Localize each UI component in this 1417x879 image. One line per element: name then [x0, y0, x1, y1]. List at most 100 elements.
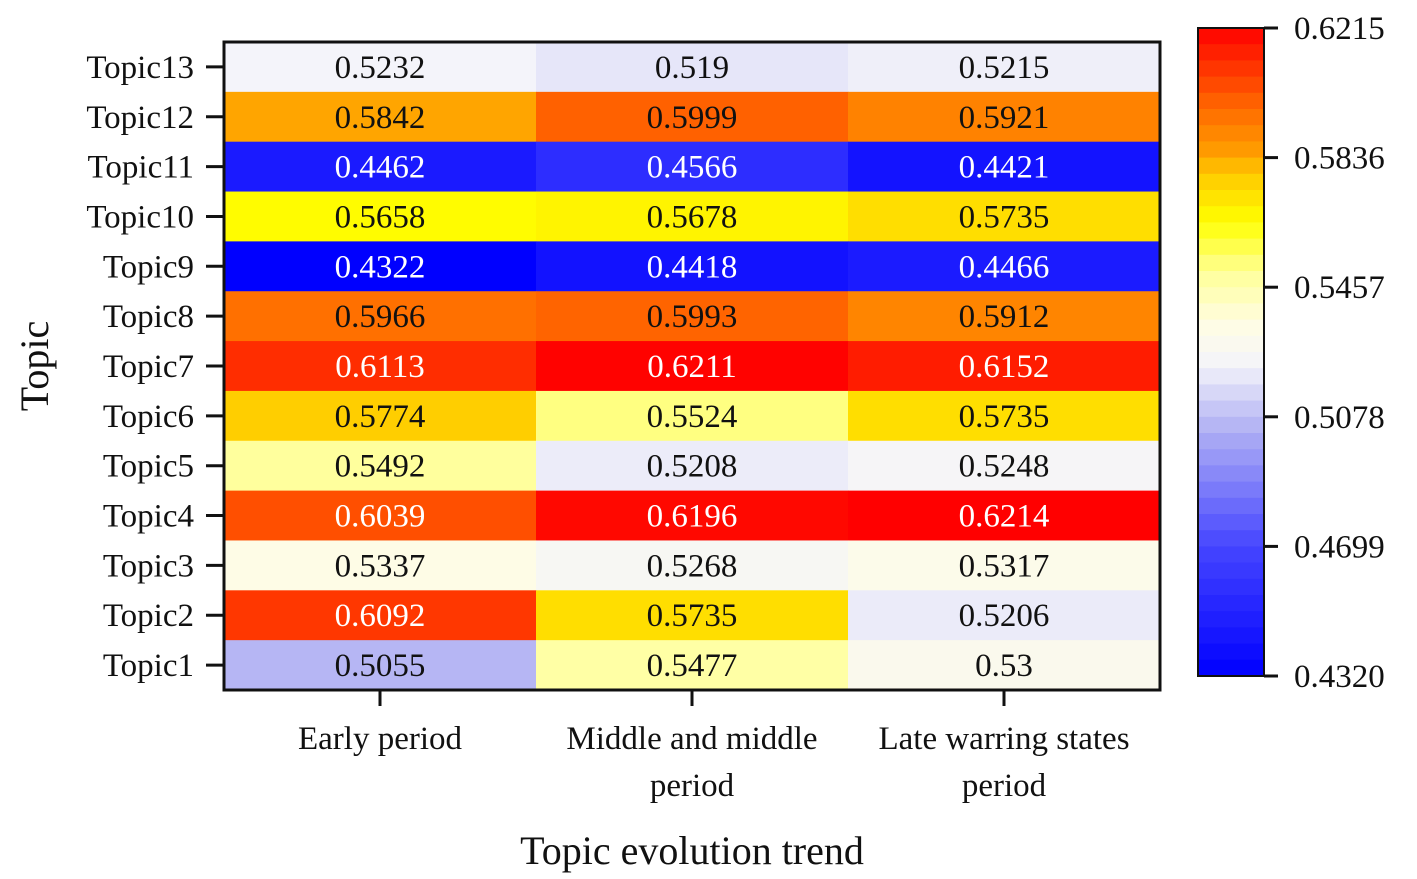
cell-value-label: 0.5317	[959, 548, 1050, 584]
cell-value-label: 0.6211	[647, 349, 737, 385]
colorbar-segment	[1198, 222, 1264, 240]
x-tick-label: Middle and middle	[566, 721, 817, 757]
cell-value-label: 0.5678	[647, 199, 738, 235]
y-tick-label: Topic5	[103, 449, 194, 485]
y-tick-label: Topic9	[103, 249, 194, 285]
cell-value-label: 0.53	[975, 648, 1033, 684]
colorbar-segment	[1198, 76, 1264, 94]
heatmap-cell	[536, 241, 849, 292]
cell-value-label: 0.5208	[647, 449, 738, 485]
colorbar-segment	[1198, 141, 1264, 159]
cell-value-label: 0.5524	[647, 399, 738, 435]
heatmap-cell	[536, 440, 849, 492]
heatmap-cell	[536, 42, 849, 93]
heatmap-cells: 0.5232 0.519 0.5215 0.5842 0.5999 0.5921 0.446…	[224, 42, 1161, 691]
y-tick-label: Topic11	[88, 150, 194, 186]
colorbar-segment	[1198, 109, 1264, 126]
colorbar: 0.6215 0.5836 0.5457 0.5078 0.4699 0.4320	[1197, 11, 1385, 695]
cell-value-label: 0.5658	[335, 199, 426, 235]
heatmap-cell	[848, 540, 1161, 591]
colorbar-segment	[1198, 206, 1264, 223]
heatmap-cell	[536, 540, 849, 591]
y-tick-label: Topic10	[86, 199, 194, 235]
heatmap-cell	[848, 42, 1161, 93]
heatmap-cell	[536, 490, 849, 541]
heatmap-cell	[224, 191, 537, 242]
colorbar-segment	[1198, 546, 1264, 564]
cell-value-label: 0.5492	[335, 449, 426, 485]
cell-value-label: 0.5337	[335, 548, 426, 584]
cell-value-label: 0.6196	[647, 499, 738, 535]
cell-value-label: 0.5735	[647, 598, 738, 634]
heatmap-cell	[848, 91, 1161, 143]
heatmap-cell	[536, 640, 849, 691]
cell-value-label: 0.5921	[959, 100, 1050, 136]
cell-value-label: 0.4418	[647, 249, 738, 285]
colorbar-tick-label: 0.6215	[1294, 11, 1385, 47]
heatmap-cell	[848, 440, 1161, 492]
heatmap-cell	[848, 241, 1161, 292]
cell-value-label: 0.5999	[647, 100, 738, 136]
colorbar-segment	[1198, 368, 1264, 385]
heatmap-cell	[536, 590, 849, 641]
x-tick-label: period	[650, 768, 735, 804]
x-axis: Early period Middle and middle period Late …	[298, 690, 1130, 804]
colorbar-tick-label: 0.4320	[1294, 659, 1385, 695]
cell-value-label: 0.5735	[959, 399, 1050, 435]
heatmap-cell	[536, 341, 849, 392]
y-tick-label: Topic2	[103, 598, 194, 634]
cell-value-label: 0.6113	[335, 349, 425, 385]
cell-value-label: 0.5993	[647, 299, 738, 335]
heatmap-cell	[224, 141, 537, 193]
cell-value-label: 0.5912	[959, 299, 1050, 335]
cell-value-label: 0.4421	[959, 150, 1050, 186]
heatmap-cell	[224, 241, 537, 292]
colorbar-segment	[1198, 416, 1264, 434]
colorbar-segment	[1198, 60, 1264, 78]
heatmap-cell	[224, 540, 537, 591]
x-tick-label: Early period	[298, 721, 463, 757]
colorbar-tick-label: 0.5078	[1294, 400, 1385, 436]
cell-value-label: 0.4566	[647, 150, 738, 186]
cell-value-label: 0.5966	[335, 299, 426, 335]
cell-value-label: 0.5477	[647, 648, 738, 684]
colorbar-segment	[1198, 514, 1264, 531]
colorbar-segment	[1198, 578, 1264, 596]
cell-value-label: 0.6092	[335, 598, 426, 634]
cell-value-label: 0.5735	[959, 199, 1050, 235]
heatmap-cell	[224, 490, 537, 541]
y-tick-label: Topic4	[103, 499, 194, 535]
heatmap-cell	[224, 640, 537, 691]
colorbar-tick-label: 0.5836	[1294, 141, 1385, 177]
cell-value-label: 0.4462	[335, 150, 426, 186]
y-tick-label: Topic3	[103, 548, 194, 584]
heatmap-cell	[224, 440, 537, 492]
colorbar-segment	[1198, 627, 1264, 645]
y-tick-label: Topic8	[103, 299, 194, 335]
y-axis-title: Topic	[12, 321, 57, 412]
colorbar-tick-label: 0.5457	[1294, 270, 1385, 306]
colorbar-segment	[1198, 190, 1264, 207]
cell-value-label: 0.6214	[959, 499, 1050, 535]
heatmap-cell	[224, 291, 537, 342]
colorbar-segment	[1198, 125, 1264, 142]
y-tick-label: Topic1	[103, 648, 194, 684]
y-tick-label: Topic7	[103, 349, 194, 385]
y-tick-label: Topic12	[86, 100, 194, 136]
cell-value-label: 0.4322	[335, 249, 426, 285]
colorbar-segment	[1198, 287, 1264, 304]
cell-value-label: 0.4466	[959, 249, 1050, 285]
cell-value-label: 0.5248	[959, 449, 1050, 485]
y-axis: Topic13 Topic12 Topic11 Topic10 Topic9 Topic8…	[86, 50, 224, 684]
colorbar-segment	[1198, 303, 1264, 321]
colorbar-segment	[1198, 254, 1264, 272]
heatmap-cell	[536, 191, 849, 242]
colorbar-segment	[1198, 271, 1264, 288]
x-tick-label: period	[962, 768, 1047, 804]
colorbar-segment	[1198, 611, 1264, 628]
heatmap-cell	[224, 42, 537, 93]
heatmap-cell	[224, 341, 537, 392]
heatmap-cell	[848, 141, 1161, 193]
colorbar-segment	[1198, 92, 1264, 110]
